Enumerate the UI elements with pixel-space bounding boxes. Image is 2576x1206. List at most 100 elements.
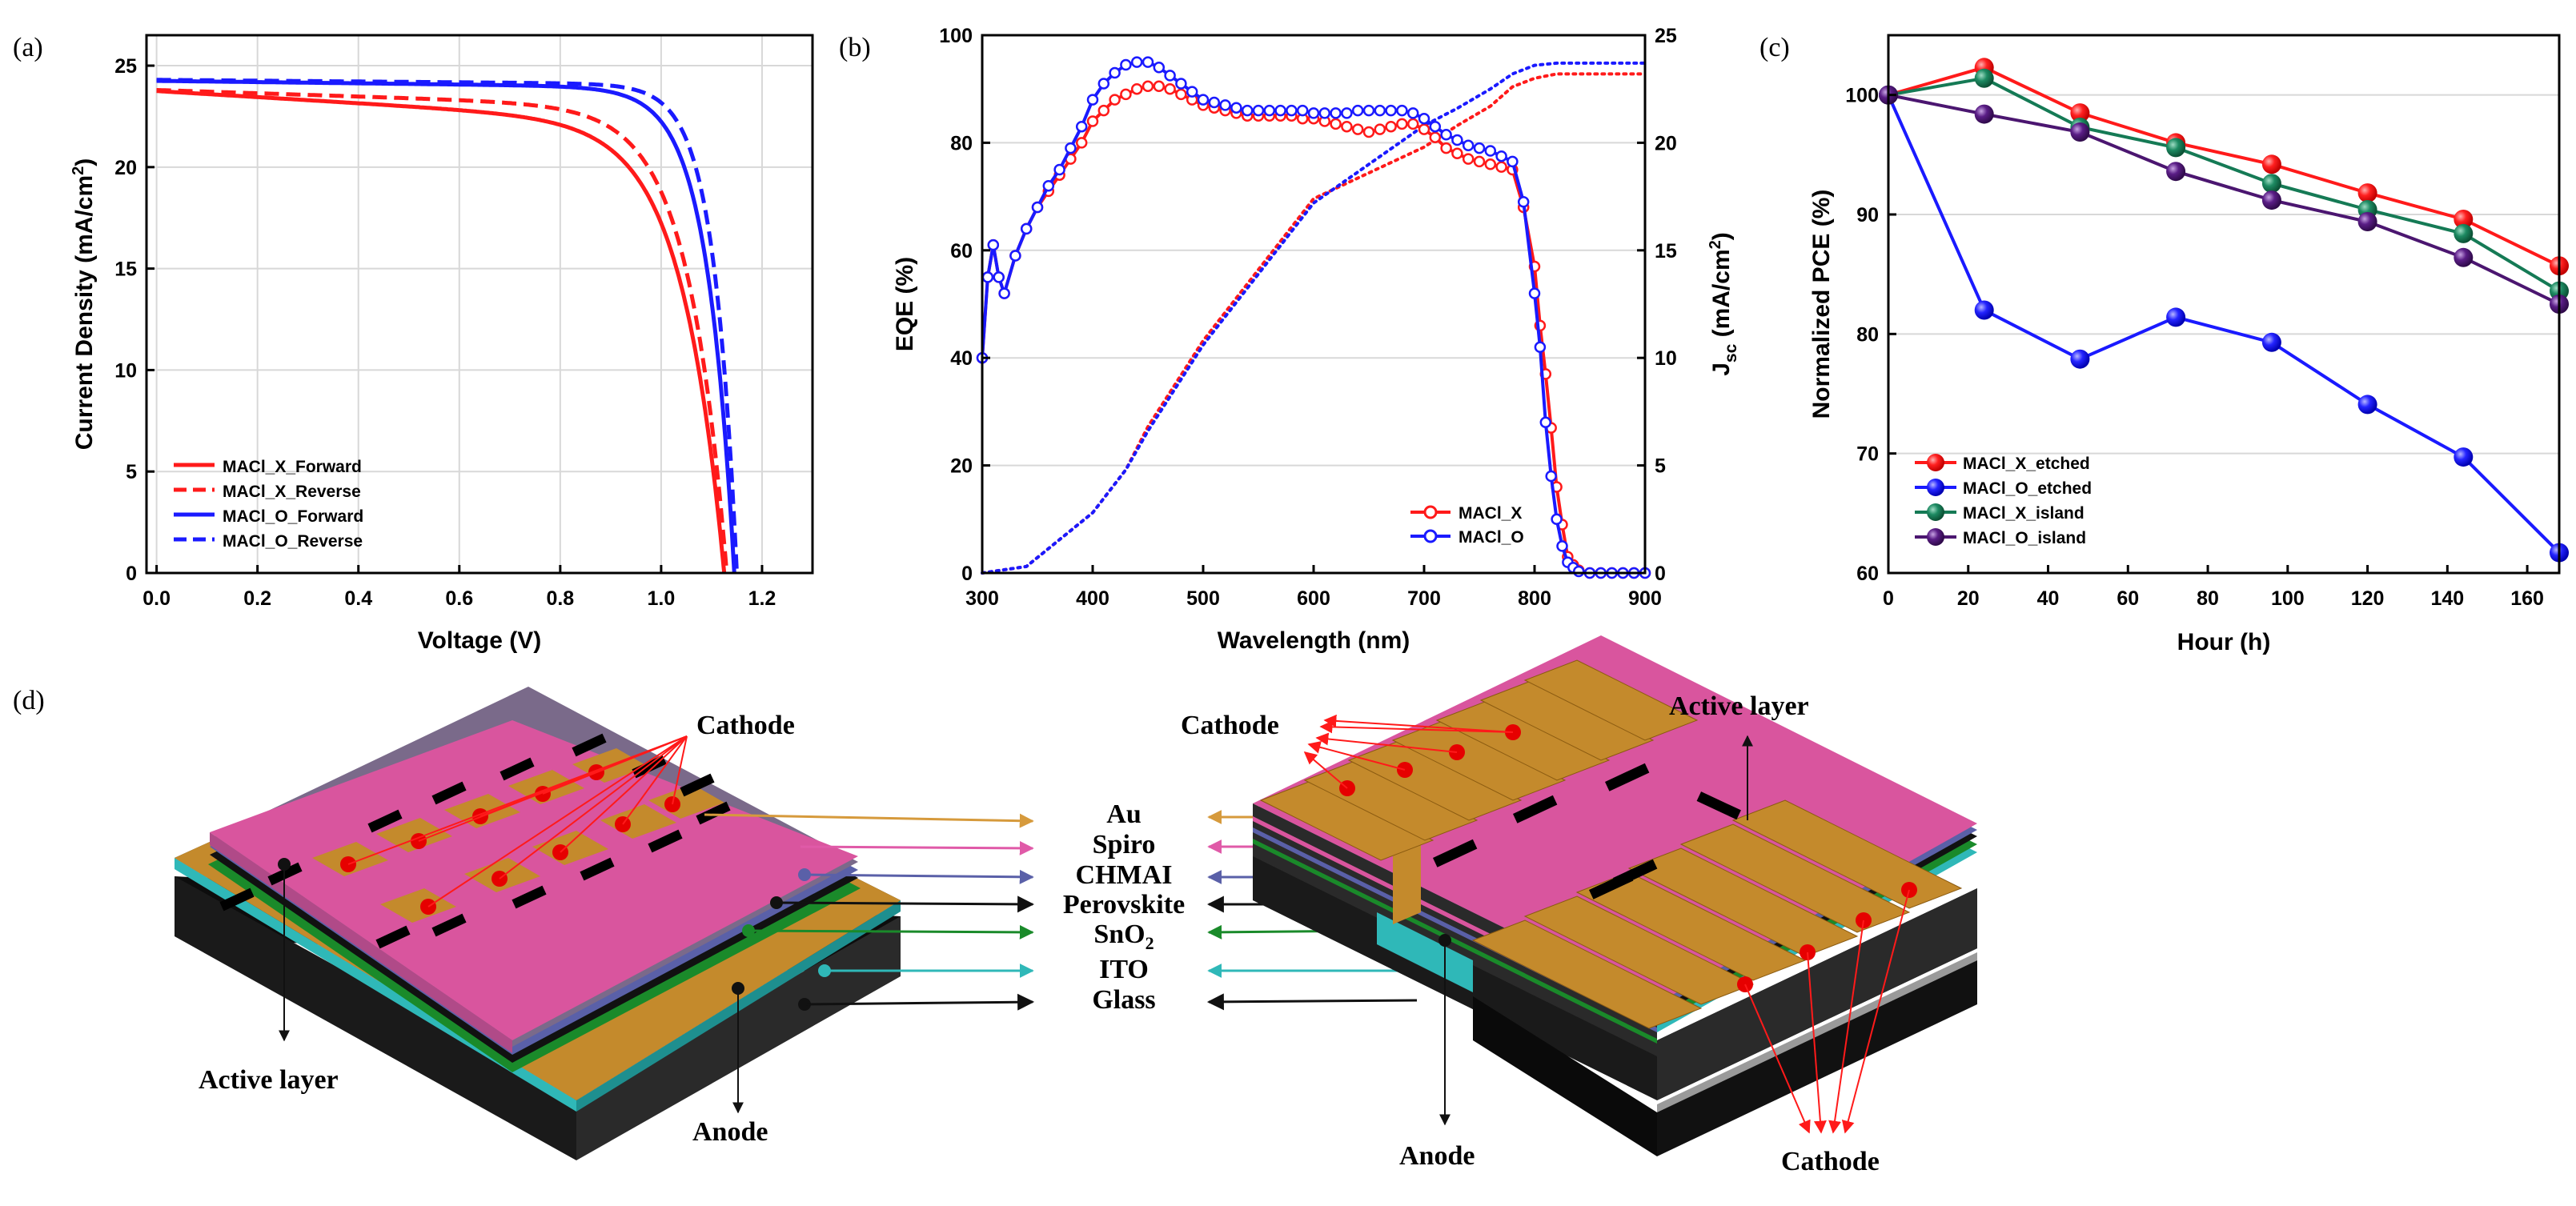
chart-b-point-1: [1418, 123, 1430, 135]
chart-b-point-2: [993, 271, 1005, 283]
layer-perovskite: Perovskite: [1063, 890, 1185, 920]
chart-b-point-2: [1551, 513, 1563, 526]
layer-spiro: Spiro: [1093, 830, 1156, 859]
chart-b-point-2: [1296, 104, 1309, 117]
chart-a-ylabel-main: Current Density (mA/cm: [71, 175, 98, 450]
chart-a-xtick-label: 1.0: [648, 587, 676, 610]
layer-glass: Glass: [1092, 985, 1155, 1015]
chart-b-point-2: [1197, 94, 1210, 106]
legend-c-marker-2: [1927, 479, 1944, 496]
chart-b-point-2: [1274, 104, 1286, 117]
chart-b-point-1: [1385, 120, 1397, 133]
chart-b-y2label: Jsc (mA/cm2): [1707, 232, 1740, 376]
chart-b-point-1: [1462, 153, 1475, 165]
chart-b-point-2: [1507, 155, 1519, 168]
chart-b-point-2: [1528, 287, 1541, 299]
chart-b-point-2: [1429, 120, 1442, 133]
chart-a-ylabel-sup: 2: [70, 166, 87, 175]
chart-b-point-1: [1330, 118, 1342, 130]
right-anode-label: Anode: [1399, 1141, 1475, 1171]
chart-a-xlabel: Voltage (V): [418, 627, 541, 654]
panel-label-c: (c): [1759, 33, 1790, 62]
chart-b-point-1: [1341, 120, 1353, 133]
chart-b-point-2: [1318, 107, 1331, 119]
chart-c-point-3: [1974, 68, 1994, 88]
chart-b-point-2: [1120, 58, 1132, 71]
chart-c-point-4: [2166, 162, 2186, 182]
chart-b-point-2: [1451, 134, 1463, 146]
layer-legend: Au Spiro CHMAI Perovskite SnO2 ITO Glass: [704, 799, 1418, 1015]
chart-b-point-1: [1495, 161, 1507, 173]
chart-b-point-2: [1484, 145, 1497, 157]
chart-a-xtick-label: 0.2: [243, 587, 271, 610]
chart-b-point-2: [1097, 78, 1110, 90]
chart-a-ytick-label: 20: [114, 157, 137, 179]
right-base-right: [1657, 960, 1977, 1156]
chart-b-point-2: [1241, 104, 1254, 117]
legend-a-label-4: MACl_O_Reverse: [223, 532, 363, 551]
chart-a-legend: MACl_X_Forward MACl_X_Reverse MACl_O_For…: [174, 458, 363, 551]
left-contact-tabs: [219, 733, 731, 949]
chart-b-point-2: [1208, 96, 1221, 109]
chart-b-y2tick-label: 5: [1655, 455, 1666, 478]
chart-b-xtick-label: 500: [1186, 587, 1220, 610]
chart-b-point-2: [1385, 104, 1397, 117]
legend-a-label-2: MACl_X_Reverse: [223, 483, 361, 501]
chart-c-ytick-label: 90: [1856, 204, 1879, 226]
legend-c-marker-3: [1927, 503, 1944, 521]
chart-b-point-1: [1473, 155, 1486, 168]
right-gray-strip: [1657, 952, 1977, 1112]
right-gold-strips-front: [1471, 799, 1963, 1029]
chart-b-point-2: [1164, 70, 1176, 82]
chart-a-ytick-label: 10: [114, 359, 137, 382]
chart-c-point-3: [2261, 174, 2281, 194]
chart-b-point-2: [987, 238, 1000, 251]
chart-b-xtick-label: 300: [965, 587, 999, 610]
chart-c-ytick-label: 60: [1856, 563, 1879, 585]
right-glass-right: [1657, 888, 1977, 1100]
chart-b-point-1: [1451, 147, 1463, 160]
chart-c-point-1: [2454, 210, 2474, 229]
legend-b-marker-1: [1423, 505, 1438, 519]
chart-c-grid: [1888, 94, 2559, 455]
chart-c-point-2: [2261, 332, 2281, 352]
chart-b-point-2: [1534, 341, 1547, 354]
chart-b-point-2: [1286, 104, 1298, 117]
right-cathode-top-label: Cathode: [1181, 711, 1279, 740]
right-base-front: [1473, 996, 1657, 1156]
layer-ito: ITO: [1099, 955, 1149, 984]
chart-c-ytick-label: 80: [1856, 323, 1879, 346]
chart-c-xtick-label: 20: [1957, 587, 1980, 610]
legend-c-marker-4: [1927, 528, 1944, 546]
left-cathode-label: Cathode: [696, 711, 795, 740]
chart-b-y2tick-label: 20: [1655, 132, 1677, 154]
chart-b-y2label-rest: (mA/cm: [1708, 249, 1735, 343]
legend-c-label-3: MACl_X_island: [1963, 504, 2084, 523]
chart-b-y2tick-label: 0: [1655, 563, 1666, 585]
chart-b-point-2: [1556, 540, 1568, 552]
chart-c-ylabel: Normalized PCE (%): [1808, 190, 1835, 419]
chart-c-point-1: [2070, 103, 2090, 123]
panel-label-b: (b): [839, 33, 871, 62]
chart-a-series-4: [156, 78, 739, 574]
chart-b-point-2: [1374, 104, 1386, 117]
right-active-layer-label: Active layer: [1669, 691, 1809, 721]
chart-a: 0 5 10 15 20 25 0.0 0.2 0.4 0.6 0.8 1.0 1.2 Voltage …: [70, 34, 814, 654]
chart-b-y2tick-label: 25: [1655, 25, 1677, 47]
chart-c: 60 70 80 90 100 0 20 40 60 80 100 120 140 160 Hour (h…: [1808, 34, 2569, 655]
chart-c-point-2: [2070, 349, 2090, 369]
chart-a-xtick-label: 0.4: [344, 587, 372, 610]
right-gold-strips-back: [1259, 659, 1699, 861]
chart-b-point-2: [1539, 416, 1552, 429]
chart-b-point-1: [1351, 123, 1364, 135]
chart-b-y2tick-label: 10: [1655, 347, 1677, 370]
chart-b-point-2: [1009, 250, 1021, 262]
chart-b-point-2: [1109, 66, 1121, 79]
device-diagram: Cathode Active layer Anode Au: [175, 635, 1977, 1176]
right-ito-exposed: [1377, 912, 1473, 992]
chart-b-point-2: [1086, 94, 1099, 106]
chart-a-xtick-label: 0.8: [546, 587, 574, 610]
chart-c-point-4: [1974, 104, 1994, 124]
chart-b-point-1: [1130, 82, 1143, 95]
